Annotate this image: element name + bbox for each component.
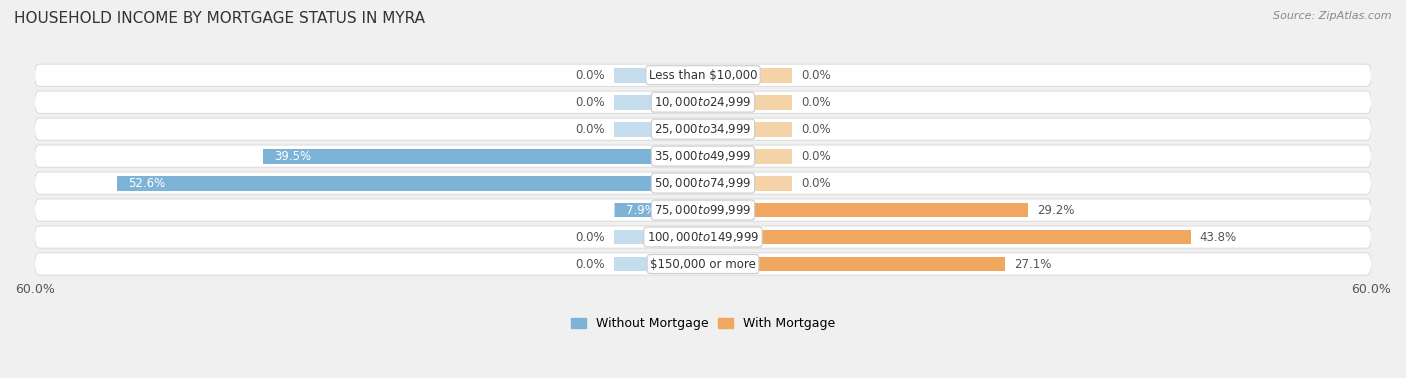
Text: $35,000 to $49,999: $35,000 to $49,999 (654, 149, 752, 163)
Text: 52.6%: 52.6% (128, 177, 166, 190)
Text: 0.0%: 0.0% (575, 69, 605, 82)
Text: 7.9%: 7.9% (626, 204, 657, 217)
Bar (703, 122, 792, 136)
Bar (703, 176, 792, 191)
Text: $100,000 to $149,999: $100,000 to $149,999 (647, 230, 759, 244)
Legend: Without Mortgage, With Mortgage: Without Mortgage, With Mortgage (565, 313, 841, 336)
Bar (703, 68, 792, 83)
Text: $10,000 to $24,999: $10,000 to $24,999 (654, 95, 752, 109)
Bar (614, 95, 703, 110)
Text: 0.0%: 0.0% (801, 96, 831, 108)
Text: 27.1%: 27.1% (1014, 257, 1052, 271)
Bar (614, 68, 703, 83)
Text: HOUSEHOLD INCOME BY MORTGAGE STATUS IN MYRA: HOUSEHOLD INCOME BY MORTGAGE STATUS IN M… (14, 11, 425, 26)
Bar (263, 149, 703, 164)
Bar (703, 229, 792, 245)
FancyBboxPatch shape (35, 64, 1371, 86)
Text: 0.0%: 0.0% (575, 231, 605, 243)
Text: 29.2%: 29.2% (1038, 204, 1074, 217)
Bar (614, 149, 703, 164)
Text: $25,000 to $34,999: $25,000 to $34,999 (654, 122, 752, 136)
Text: 43.8%: 43.8% (1199, 231, 1237, 243)
Text: 0.0%: 0.0% (575, 122, 605, 136)
Bar (703, 203, 1028, 217)
Text: 0.0%: 0.0% (801, 69, 831, 82)
Bar (614, 176, 703, 191)
Text: 0.0%: 0.0% (575, 96, 605, 108)
Bar (703, 149, 792, 164)
FancyBboxPatch shape (35, 118, 1371, 140)
Bar (703, 203, 792, 217)
Text: 0.0%: 0.0% (801, 150, 831, 163)
FancyBboxPatch shape (35, 199, 1371, 221)
Bar (614, 122, 703, 136)
Bar (703, 257, 1005, 271)
Text: 0.0%: 0.0% (575, 257, 605, 271)
Text: $150,000 or more: $150,000 or more (650, 257, 756, 271)
FancyBboxPatch shape (35, 253, 1371, 275)
Bar (703, 95, 792, 110)
Bar (614, 257, 703, 271)
FancyBboxPatch shape (35, 172, 1371, 194)
Text: Source: ZipAtlas.com: Source: ZipAtlas.com (1274, 11, 1392, 21)
Bar (703, 257, 792, 271)
Text: Less than $10,000: Less than $10,000 (648, 69, 758, 82)
Bar (614, 203, 703, 217)
FancyBboxPatch shape (35, 91, 1371, 113)
Bar (614, 203, 703, 217)
Text: $50,000 to $74,999: $50,000 to $74,999 (654, 176, 752, 190)
FancyBboxPatch shape (35, 145, 1371, 167)
Text: 0.0%: 0.0% (801, 122, 831, 136)
Bar (614, 229, 703, 245)
Text: 39.5%: 39.5% (274, 150, 312, 163)
Bar (117, 176, 703, 191)
Text: $75,000 to $99,999: $75,000 to $99,999 (654, 203, 752, 217)
Text: 0.0%: 0.0% (801, 177, 831, 190)
FancyBboxPatch shape (35, 226, 1371, 248)
Bar (703, 229, 1191, 245)
